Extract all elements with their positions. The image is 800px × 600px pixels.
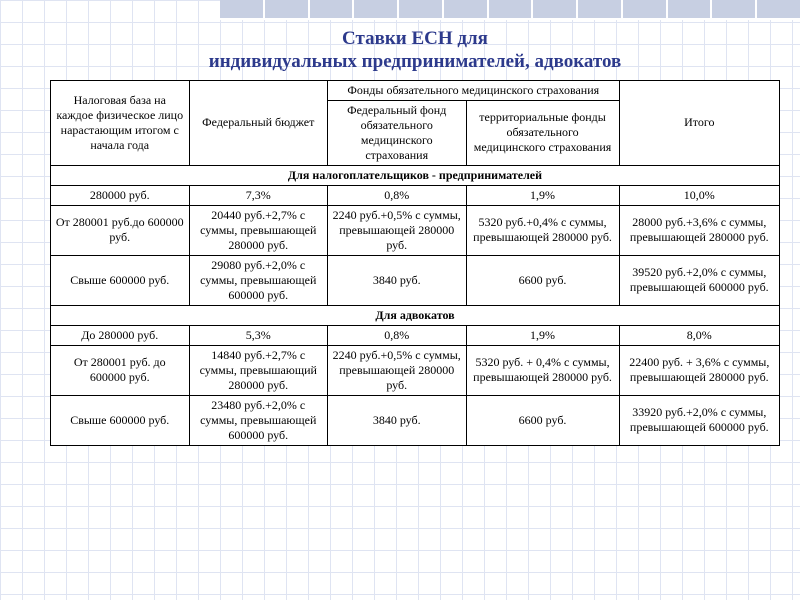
cell-tf: 1,9%	[466, 185, 619, 205]
table-row: Свыше 600000 руб. 29080 руб.+2,0% с сумм…	[51, 255, 780, 305]
decorative-strip	[220, 0, 800, 20]
hdr-fed-budget: Федеральный бюджет	[189, 80, 328, 165]
cell-ff: 2240 руб.+0,5% с суммы, превышающей 2800…	[328, 205, 467, 255]
table-row: Свыше 600000 руб. 23480 руб.+2,0% с сумм…	[51, 395, 780, 445]
header-row-1: Налоговая база на каждое физическое лицо…	[51, 80, 780, 100]
cell-fb: 20440 руб.+2,7% с суммы, превышающей 280…	[189, 205, 328, 255]
cell-ff: 3840 руб.	[328, 395, 467, 445]
cell-ff: 0,8%	[328, 185, 467, 205]
section-lawyers: Для адвокатов	[51, 305, 780, 325]
cell-total: 8,0%	[619, 325, 779, 345]
cell-total: 22400 руб. + 3,6% с суммы, превышающей 2…	[619, 345, 779, 395]
cell-fb: 5,3%	[189, 325, 328, 345]
hdr-medical-funds: Фонды обязательного медицинского страхов…	[328, 80, 620, 100]
section-lawyers-label: Для адвокатов	[51, 305, 780, 325]
cell-base: Свыше 600000 руб.	[51, 395, 190, 445]
hdr-total: Итого	[619, 80, 779, 165]
cell-fb: 23480 руб.+2,0% с суммы, превышающей 600…	[189, 395, 328, 445]
cell-base: 280000 руб.	[51, 185, 190, 205]
content-area: Ставки ЕСН для индивидуальных предприним…	[50, 28, 780, 446]
hdr-base: Налоговая база на каждое физическое лицо…	[51, 80, 190, 165]
table-row: 280000 руб. 7,3% 0,8% 1,9% 10,0%	[51, 185, 780, 205]
title-line-2: индивидуальных предпринимателей, адвокат…	[209, 51, 622, 72]
title-line-1: Ставки ЕСН для	[342, 28, 488, 49]
cell-base: От 280001 руб.до 600000 руб.	[51, 205, 190, 255]
table-row: До 280000 руб. 5,3% 0,8% 1,9% 8,0%	[51, 325, 780, 345]
cell-total: 28000 руб.+3,6% с суммы, превышающей 280…	[619, 205, 779, 255]
cell-ff: 3840 руб.	[328, 255, 467, 305]
cell-fb: 7,3%	[189, 185, 328, 205]
cell-tf: 6600 руб.	[466, 255, 619, 305]
slide-background: Ставки ЕСН для индивидуальных предприним…	[0, 0, 800, 600]
table-row: От 280001 руб. до 600000 руб. 14840 руб.…	[51, 345, 780, 395]
cell-ff: 2240 руб.+0,5% с суммы, превышающей 2800…	[328, 345, 467, 395]
cell-total: 10,0%	[619, 185, 779, 205]
rates-table: Налоговая база на каждое физическое лицо…	[50, 80, 780, 446]
cell-tf: 6600 руб.	[466, 395, 619, 445]
table-row: От 280001 руб.до 600000 руб. 20440 руб.+…	[51, 205, 780, 255]
cell-total: 33920 руб.+2,0% с суммы, превышающей 600…	[619, 395, 779, 445]
cell-tf: 1,9%	[466, 325, 619, 345]
section-entrepreneurs: Для налогоплательщиков - предпринимателе…	[51, 165, 780, 185]
hdr-terr-fund: территориальные фонды обязательного меди…	[466, 100, 619, 165]
cell-fb: 14840 руб.+2,7% с суммы, превышающий 280…	[189, 345, 328, 395]
page-title: Ставки ЕСН для индивидуальных предприним…	[50, 28, 780, 74]
cell-base: Свыше 600000 руб.	[51, 255, 190, 305]
cell-base: До 280000 руб.	[51, 325, 190, 345]
section-entrepreneurs-label: Для налогоплательщиков - предпринимателе…	[51, 165, 780, 185]
cell-fb: 29080 руб.+2,0% с суммы, превышающей 600…	[189, 255, 328, 305]
cell-tf: 5320 руб. + 0,4% с суммы, превышающей 28…	[466, 345, 619, 395]
cell-tf: 5320 руб.+0,4% с суммы, превышающей 2800…	[466, 205, 619, 255]
cell-total: 39520 руб.+2,0% с суммы, превышающей 600…	[619, 255, 779, 305]
cell-ff: 0,8%	[328, 325, 467, 345]
cell-base: От 280001 руб. до 600000 руб.	[51, 345, 190, 395]
hdr-fed-fund: Федеральный фонд обязательного медицинск…	[328, 100, 467, 165]
